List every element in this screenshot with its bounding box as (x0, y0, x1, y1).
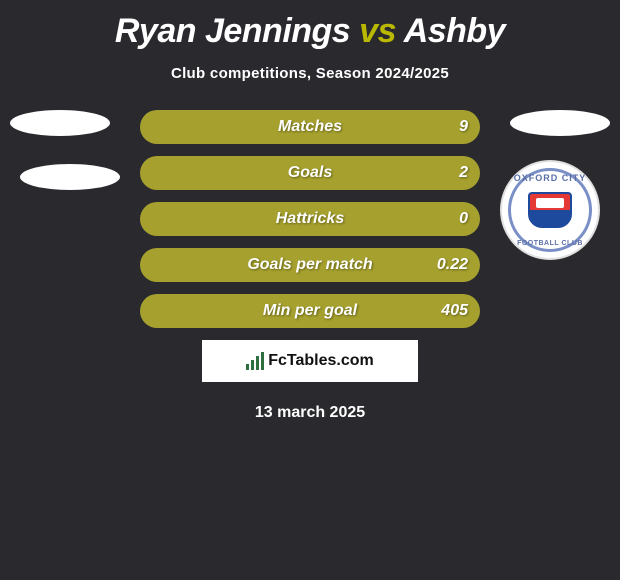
stat-row: Hattricks 0 (140, 202, 480, 236)
player2-placeholder-icon (510, 110, 610, 136)
branding-banner: FcTables.com (202, 340, 418, 382)
stat-row: Goals per match 0.22 (140, 248, 480, 282)
stat-row: Goals 2 (140, 156, 480, 190)
stat-value: 405 (441, 302, 468, 320)
player1-placeholder-icon (10, 110, 110, 136)
stat-label: Min per goal (263, 302, 357, 320)
season-subtitle: Club competitions, Season 2024/2025 (0, 65, 620, 82)
date-text: 13 march 2025 (0, 404, 620, 422)
player1-shadow-icon (20, 164, 120, 190)
stat-row: Matches 9 (140, 110, 480, 144)
stat-value: 0.22 (437, 256, 468, 274)
chart-bars-icon (246, 352, 264, 370)
badge-text-bottom: FOOTBALL CLUB (517, 240, 583, 247)
branding-text: FcTables.com (268, 352, 374, 370)
stats-container: OXFORD CITY FOOTBALL CLUB Matches 9 Goal… (0, 110, 620, 328)
stat-label: Goals per match (247, 256, 372, 274)
badge-text-top: OXFORD CITY (514, 173, 587, 183)
vs-text: vs (359, 12, 396, 50)
stat-value: 9 (459, 118, 468, 136)
stat-label: Goals (288, 164, 332, 182)
stat-label: Matches (278, 118, 342, 136)
club-badge: OXFORD CITY FOOTBALL CLUB (500, 160, 600, 260)
stat-label: Hattricks (276, 210, 344, 228)
badge-shield-icon (528, 192, 572, 228)
stat-value: 2 (459, 164, 468, 182)
player2-name: Ashby (404, 12, 505, 50)
stat-value: 0 (459, 210, 468, 228)
player1-name: Ryan Jennings (115, 12, 350, 50)
stat-row: Min per goal 405 (140, 294, 480, 328)
comparison-title: Ryan Jennings vs Ashby (0, 0, 620, 51)
